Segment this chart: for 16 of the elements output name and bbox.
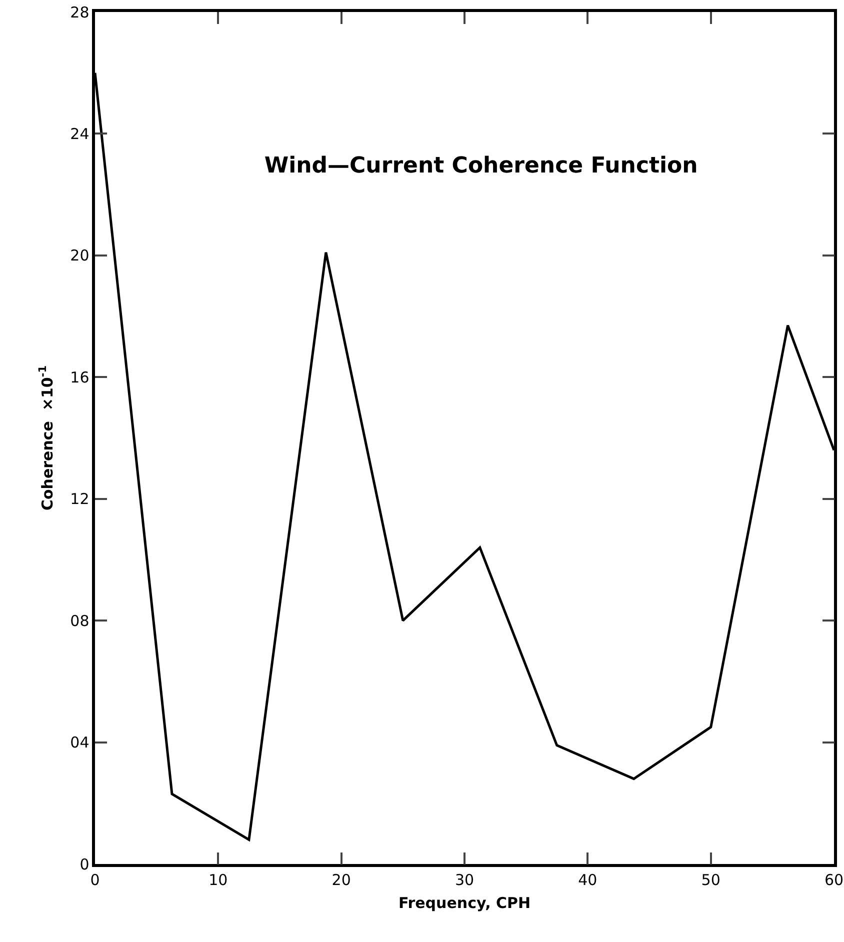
y-tick-label: 24 xyxy=(70,124,90,143)
y-tick-label: 12 xyxy=(70,490,90,508)
y-tick-label: 16 xyxy=(70,368,90,386)
x-tick-label: 40 xyxy=(578,870,598,889)
x-axis-title: Frequency, CPH xyxy=(398,894,531,912)
y-tick-label: 04 xyxy=(70,734,90,752)
y-tick-label: 0 xyxy=(80,855,90,874)
x-tick-label: 10 xyxy=(208,870,228,889)
y-tick-label: 20 xyxy=(70,246,90,265)
x-tick-label: 30 xyxy=(454,870,474,889)
x-tick-label: 20 xyxy=(332,870,351,889)
y-tick-label: 08 xyxy=(70,612,90,630)
text: Wind—Current Coherence Function xyxy=(264,154,698,179)
x-tick-label: 60 xyxy=(824,870,844,889)
y-tick-label: 28 xyxy=(70,3,90,22)
x-tick-label: 50 xyxy=(701,870,720,889)
